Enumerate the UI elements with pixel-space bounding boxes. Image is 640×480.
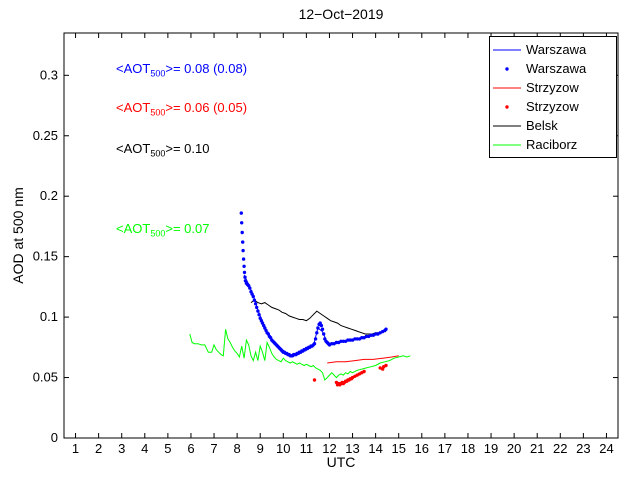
legend: Warszawa Warszawa Strzyzow Strzyzow Belsk Rac…: [489, 36, 617, 158]
x-tick-label: 17: [438, 441, 452, 456]
legend-line-sample: [493, 49, 521, 50]
aot-annotation: <AOT500>= 0.07: [116, 221, 210, 239]
x-tick-label: 21: [530, 441, 544, 456]
x-tick-label: 14: [368, 441, 382, 456]
x-tick-label: 3: [118, 441, 125, 456]
series-raciborz: [189, 329, 411, 381]
x-tick-label: 8: [234, 441, 241, 456]
x-tick-label: 6: [187, 441, 194, 456]
legend-item-strzyzow-dots: Strzyzow: [490, 97, 616, 116]
legend-label: Raciborz: [526, 137, 578, 152]
x-tick-label: 1: [72, 441, 79, 456]
x-tick-label: 19: [484, 441, 498, 456]
legend-label: Warszawa: [526, 42, 587, 57]
legend-item-raciborz: Raciborz: [490, 135, 616, 154]
series-strzyzow-line: [327, 355, 399, 364]
y-tick-label: 0.3: [40, 67, 58, 82]
x-tick-label: 4: [141, 441, 148, 456]
legend-item-warszawa-line: Warszawa: [490, 40, 616, 59]
x-tick-label: 22: [553, 441, 567, 456]
y-tick-label: 0.05: [33, 370, 58, 385]
legend-label: Warszawa: [526, 61, 587, 76]
x-tick-label: 11: [300, 441, 314, 456]
x-tick-label: 18: [461, 441, 475, 456]
x-tick-label: 23: [576, 441, 590, 456]
x-tick-label: 7: [210, 441, 217, 456]
legend-label: Strzyzow: [526, 99, 579, 114]
x-tick-label: 2: [95, 441, 102, 456]
x-tick-label: 13: [345, 441, 359, 456]
y-tick-label: 0.1: [40, 309, 58, 324]
x-tick-label: 15: [391, 441, 405, 456]
aot-annotation: <AOT500>= 0.10: [116, 141, 210, 159]
legend-item-strzyzow-line: Strzyzow: [490, 78, 616, 97]
y-tick-label: 0.2: [40, 188, 58, 203]
legend-item-warszawa-dots: Warszawa: [490, 59, 616, 78]
legend-label: Strzyzow: [526, 80, 579, 95]
x-tick-label: 12: [322, 441, 336, 456]
x-tick-label: 9: [257, 441, 264, 456]
legend-item-belsk: Belsk: [490, 116, 616, 135]
x-tick-label: 10: [276, 441, 290, 456]
legend-label: Belsk: [526, 118, 558, 133]
legend-dot-sample: [505, 66, 509, 71]
x-tick-label: 16: [415, 441, 429, 456]
y-tick-label: 0: [51, 430, 58, 445]
aot-annotation: <AOT500>= 0.08 (0.08): [116, 61, 248, 79]
x-tick-label: 5: [164, 441, 171, 456]
legend-line-sample: [493, 125, 521, 126]
x-tick-label: 20: [507, 441, 521, 456]
y-tick-label: 0.15: [33, 249, 58, 264]
x-tick-label: 24: [599, 441, 613, 456]
legend-line-sample: [493, 87, 521, 88]
chart-title: 12−Oct−2019: [298, 6, 384, 22]
series-warszawa-dots: [239, 211, 388, 358]
aot-annotation: <AOT500>= 0.06 (0.05): [116, 100, 248, 118]
legend-dot-sample: [505, 104, 509, 109]
series-strzyzow-dots: [312, 363, 388, 387]
y-axis-label: AOD at 500 nm: [10, 187, 26, 284]
series-belsk: [250, 299, 386, 335]
legend-line-sample: [493, 144, 521, 145]
y-tick-label: 0.25: [33, 128, 58, 143]
x-axis-label: UTC: [326, 454, 356, 470]
